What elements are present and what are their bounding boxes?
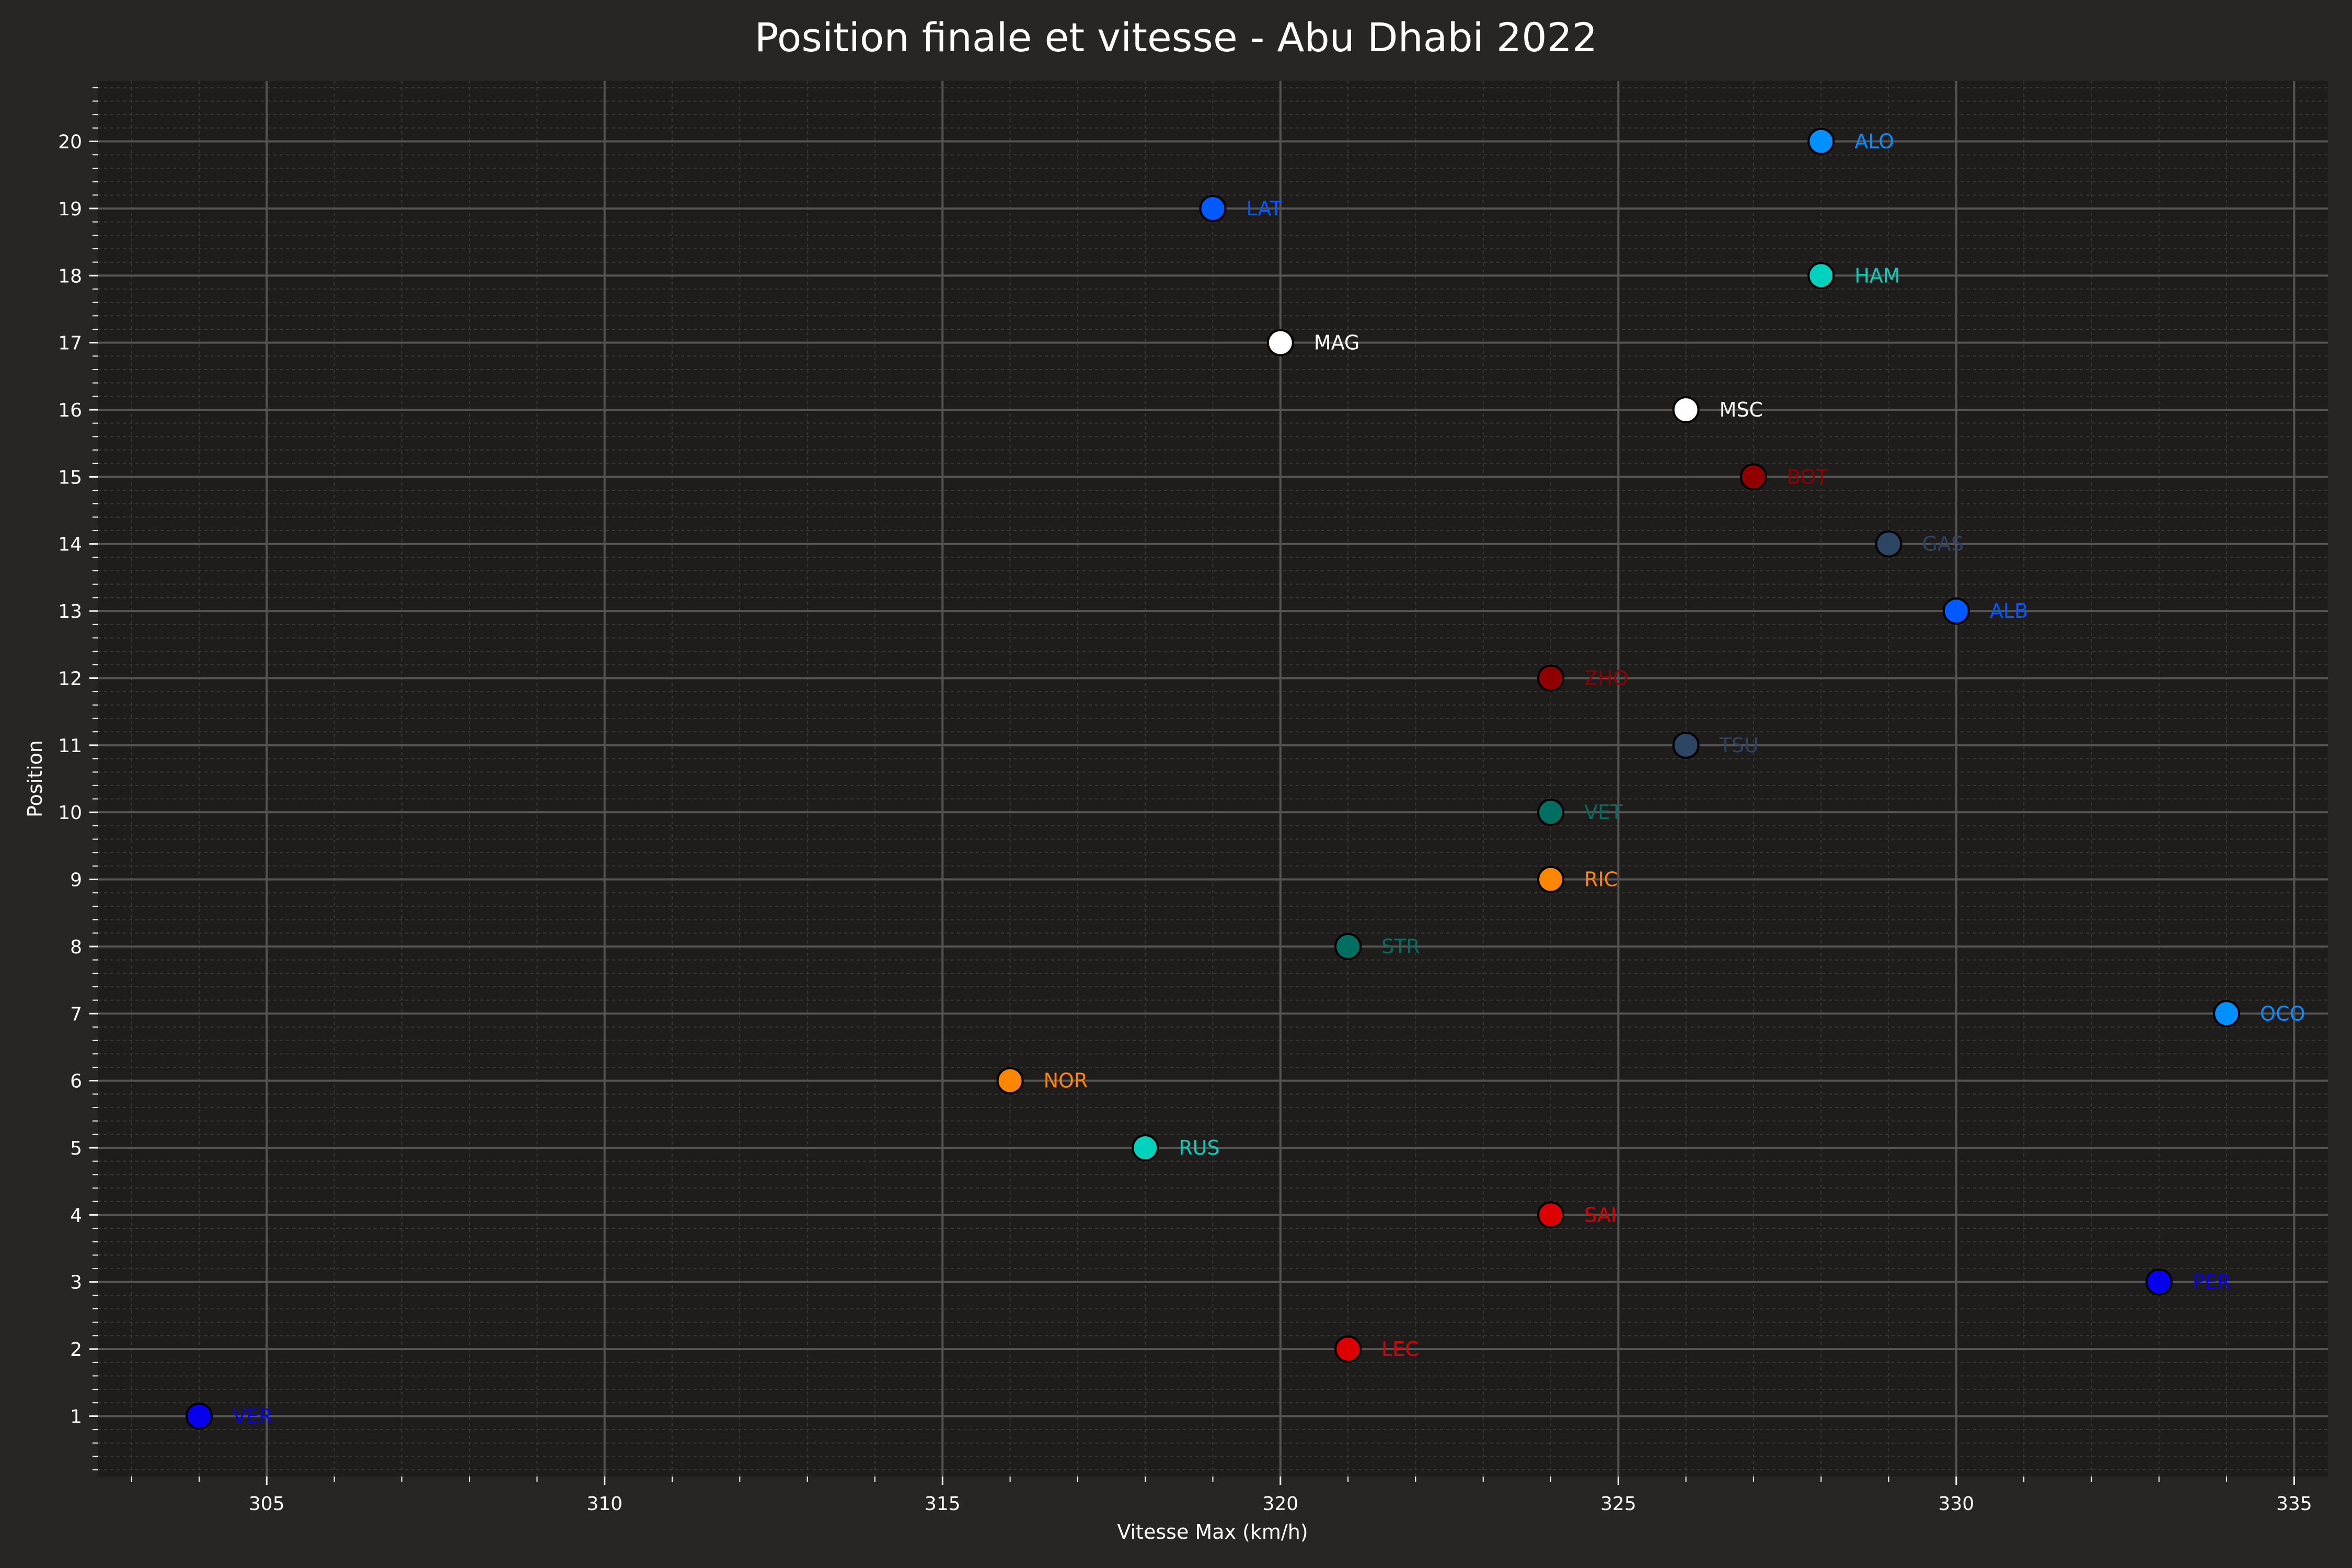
point-label-ver: VER — [233, 1404, 272, 1427]
y-tick-label: 3 — [70, 1272, 82, 1294]
point-label-msc: MSC — [1720, 398, 1763, 421]
y-tick-label: 16 — [58, 400, 82, 421]
point-label-tsu: TSU — [1719, 734, 1759, 757]
data-point-lec — [1334, 1335, 1362, 1363]
point-label-bot: BOT — [1787, 465, 1828, 488]
x-tick-label: 325 — [1600, 1493, 1636, 1515]
x-tick-label: 305 — [249, 1493, 285, 1515]
data-point-per — [2145, 1268, 2173, 1296]
point-label-rus: RUS — [1179, 1136, 1219, 1159]
y-tick-label: 10 — [58, 802, 82, 824]
y-axis-label: Position — [24, 740, 47, 817]
data-point-msc — [1672, 396, 1700, 423]
x-tick-labels: 305 310 315 320 325 330 335 — [249, 1493, 2312, 1515]
x-tick-label: 310 — [586, 1493, 622, 1515]
point-label-zho: ZHO — [1584, 666, 1629, 689]
point-label-vet: VET — [1584, 801, 1623, 824]
point-label-alb: ALB — [1990, 599, 2028, 622]
data-point-alo — [1807, 128, 1835, 155]
major-grid — [98, 81, 2328, 1477]
data-point-vet — [1537, 799, 1565, 826]
y-tick-label: 4 — [70, 1205, 82, 1226]
y-tick-label: 1 — [70, 1406, 82, 1427]
point-label-str: STR — [1381, 935, 1420, 958]
y-tick-label: 5 — [70, 1138, 82, 1159]
data-points — [185, 128, 2241, 1430]
y-tick-label: 7 — [70, 1004, 82, 1025]
data-point-rus — [1132, 1134, 1159, 1162]
point-label-per: PER — [2193, 1271, 2231, 1294]
y-tick-label: 20 — [58, 132, 82, 153]
point-label-sai: SAI — [1584, 1203, 1617, 1226]
y-tick-label: 8 — [70, 937, 82, 958]
point-label-oco: OCO — [2260, 1002, 2305, 1025]
data-point-gas — [1875, 530, 1903, 558]
y-tick-label: 13 — [58, 601, 82, 622]
point-label-mag: MAG — [1314, 331, 1360, 354]
point-label-ric: RIC — [1584, 868, 1618, 891]
data-point-tsu — [1672, 731, 1700, 759]
data-point-lat — [1199, 194, 1227, 222]
data-point-nor — [996, 1067, 1024, 1094]
point-label-gas: GAS — [1922, 533, 1964, 556]
chart-title: Position finale et vitesse - Abu Dhabi 2… — [755, 14, 1598, 61]
y-tick-label: 19 — [58, 199, 82, 220]
x-tick-label: 315 — [925, 1493, 961, 1515]
y-tick-label: 6 — [70, 1071, 82, 1092]
data-point-ric — [1537, 866, 1565, 893]
axis-ticks — [89, 87, 2295, 1485]
x-tick-label: 335 — [2276, 1493, 2312, 1515]
data-point-alb — [1942, 597, 1970, 625]
data-point-sai — [1537, 1201, 1565, 1229]
x-axis-label: Vitesse Max (km/h) — [1117, 1520, 1308, 1543]
data-point-mag — [1266, 329, 1294, 356]
data-point-ham — [1807, 262, 1835, 290]
point-label-ham: HAM — [1854, 264, 1900, 287]
point-label-alo: ALO — [1854, 130, 1894, 153]
y-tick-label: 15 — [58, 467, 82, 488]
point-label-lat: LAT — [1247, 197, 1283, 220]
y-tick-label: 17 — [58, 333, 82, 354]
point-label-nor: NOR — [1044, 1069, 1088, 1092]
data-point-zho — [1537, 664, 1565, 692]
y-tick-label: 11 — [58, 735, 82, 757]
point-labels: VER LEC PER SAI RUS NOR OCO STR RIC VET TSU ZHO ALB G… — [233, 130, 2305, 1428]
y-tick-label: 9 — [70, 870, 82, 891]
point-label-lec: LEC — [1381, 1338, 1419, 1361]
y-tick-label: 14 — [58, 534, 82, 556]
data-point-ver — [185, 1402, 213, 1430]
data-point-bot — [1739, 463, 1767, 491]
data-point-str — [1334, 932, 1362, 960]
x-tick-label: 320 — [1262, 1493, 1298, 1515]
x-tick-label: 330 — [1938, 1493, 1974, 1515]
data-point-oco — [2213, 1000, 2241, 1028]
y-tick-label: 2 — [70, 1339, 82, 1361]
y-tick-label: 18 — [58, 266, 82, 287]
y-tick-label: 12 — [58, 668, 82, 689]
